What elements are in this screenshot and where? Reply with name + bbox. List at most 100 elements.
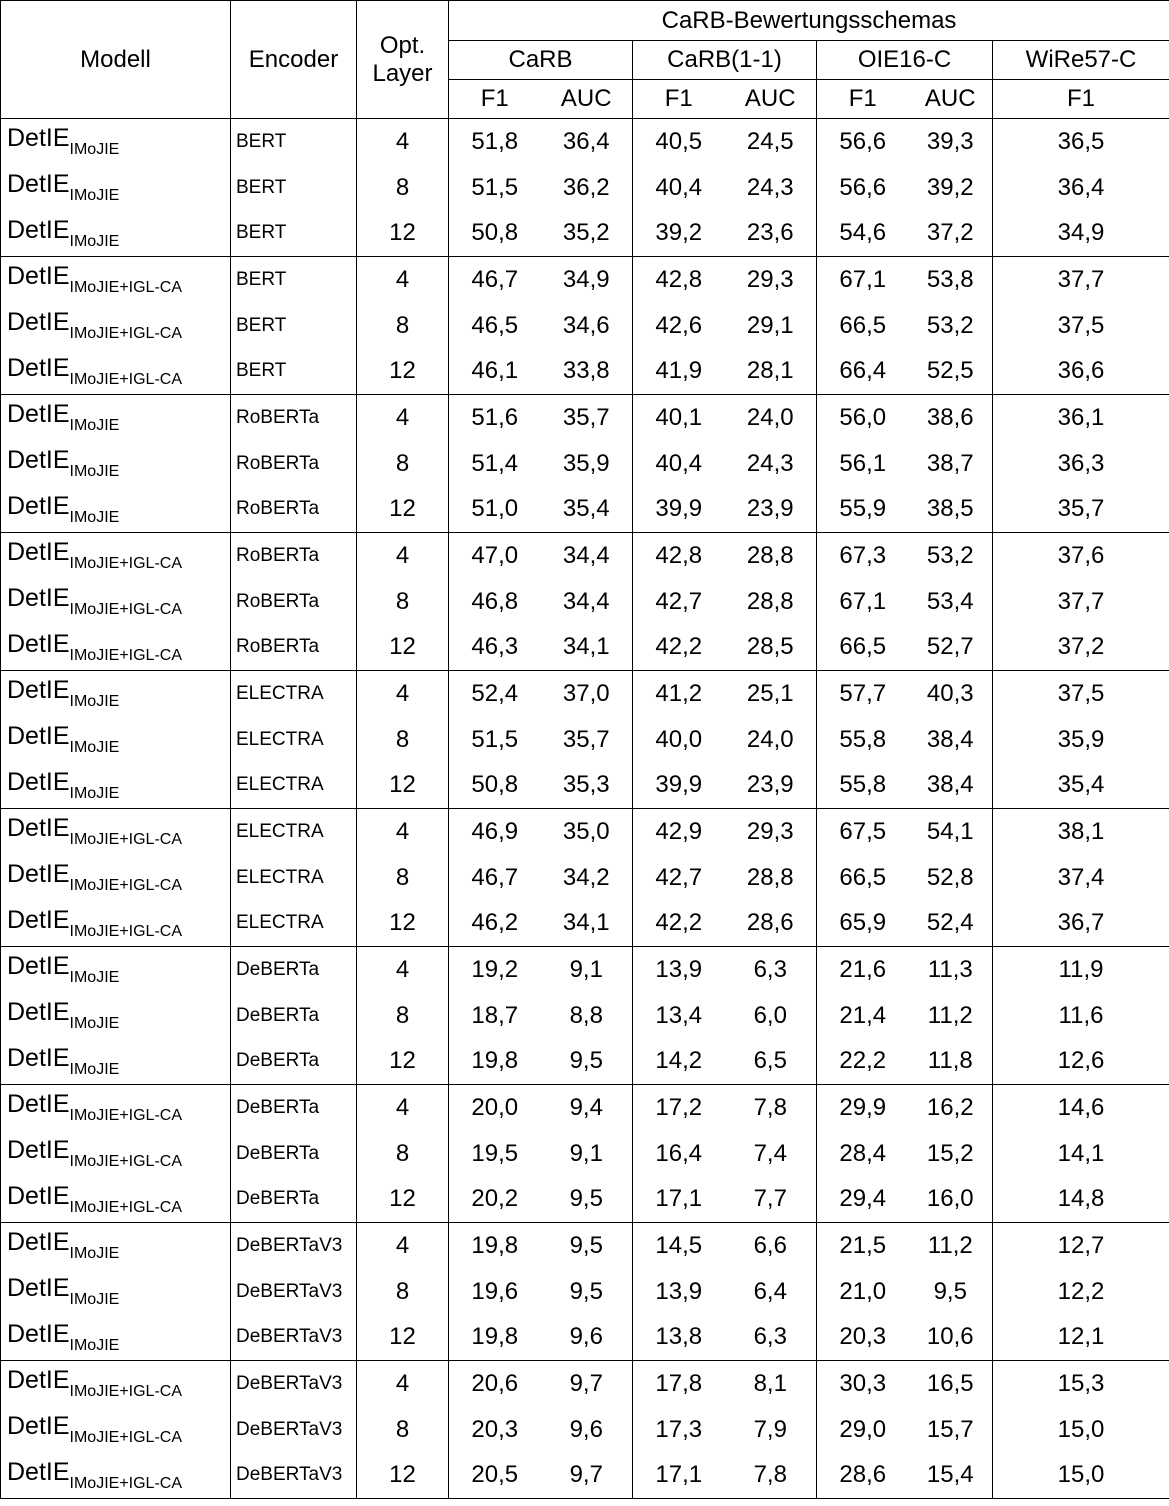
- cell-oie-auc: 16,5: [908, 1360, 993, 1407]
- cell-carb11-f1: 42,7: [655, 587, 703, 615]
- cell-carb11-f1: 42,7: [655, 863, 703, 891]
- header-model: Modell: [0, 0, 231, 119]
- model-name: DetIE: [7, 1319, 70, 1348]
- model-subscript: IMoJIE: [69, 1291, 120, 1308]
- header-oie-f1: F1: [816, 79, 909, 119]
- model-name: DetIE: [7, 676, 70, 705]
- cell-oie-auc: 38,4: [908, 716, 993, 763]
- cell-carb11-auc: 28,1: [724, 348, 817, 395]
- cell-model: DetIEIMoJIE+IGL-CA: [0, 1452, 231, 1499]
- cell-oie-auc: 52,7: [908, 624, 993, 671]
- cell-carb-auc: 36,4: [540, 118, 633, 165]
- cell-oie-f1: 29,4: [839, 1185, 887, 1213]
- table-row: DetIEIMoJIE DeBERTa 4 19,2 9,1 13,9 6,3 21,6 11,…: [0, 946, 1169, 993]
- cell-carb-f1: 20,5: [448, 1452, 541, 1499]
- cell-oie-auc: 53,2: [908, 532, 993, 579]
- cell-model: DetIEIMoJIE+IGL-CA: [0, 624, 231, 671]
- cell-carb-auc: 9,5: [540, 1038, 633, 1085]
- cell-oie-f1: 67,3: [816, 532, 909, 579]
- model-name: DetIE: [7, 1412, 70, 1440]
- cell-carb11-f1: 42,2: [655, 633, 703, 661]
- cell-carb11-f1: 17,1: [655, 1185, 703, 1213]
- model-subscript: IMoJIE: [69, 1015, 120, 1032]
- cell-encoder: DeBERTaV3: [230, 1222, 357, 1269]
- cell-opt-layer: 12: [356, 348, 449, 395]
- cell-carb-f1: 52,4: [448, 670, 541, 717]
- cell-oie-f1: 66,5: [839, 311, 887, 339]
- cell-opt-layer: 12: [356, 210, 449, 257]
- cell-carb11-auc: 7,7: [724, 1176, 817, 1223]
- cell-wire-f1: 37,6: [992, 532, 1169, 579]
- cell-model: DetIEIMoJIE: [0, 946, 231, 993]
- cell-oie-f1: 22,2: [839, 1047, 887, 1075]
- cell-oie-auc: 54,1: [908, 808, 993, 855]
- cell-model: DetIEIMoJIE+IGL-CA: [0, 1130, 231, 1177]
- cell-oie-f1: 30,3: [816, 1360, 909, 1407]
- cell-opt-layer: 8: [356, 302, 449, 349]
- header-scheme-carb11: CaRB(1-1): [632, 40, 817, 80]
- cell-carb11-f1: 14,5: [632, 1222, 725, 1269]
- cell-carb11-f1: 42,9: [632, 808, 725, 855]
- cell-opt-layer: 8: [356, 578, 449, 625]
- cell-carb-f1: 46,7: [471, 863, 519, 891]
- cell-encoder: RoBERTa: [230, 440, 357, 487]
- cell-oie-auc: 38,4: [908, 762, 993, 809]
- table-row: DetIEIMoJIE DeBERTa 12 19,8 9,5 14,2 6,5 22,2 11…: [0, 1038, 1169, 1085]
- cell-carb-auc: 34,4: [540, 578, 633, 625]
- header-encoder: Encoder: [230, 0, 357, 119]
- cell-wire-f1: 12,1: [992, 1314, 1169, 1361]
- cell-carb11-auc: 7,4: [724, 1130, 817, 1177]
- cell-oie-auc: 11,8: [908, 1038, 993, 1085]
- cell-oie-auc: 52,4: [908, 900, 993, 947]
- cell-carb11-f1: 14,2: [655, 1047, 703, 1075]
- cell-carb11-f1: 13,4: [655, 1001, 703, 1029]
- cell-carb-f1: 47,0: [448, 532, 541, 579]
- header-carb-f1: F1: [448, 79, 541, 119]
- cell-oie-f1: 21,4: [839, 1001, 887, 1029]
- cell-oie-f1: 67,1: [839, 587, 887, 615]
- model-subscript: IMoJIE+IGL-CA: [69, 1198, 183, 1216]
- model-name: DetIE: [7, 629, 70, 658]
- cell-carb-f1: 19,5: [471, 1139, 519, 1167]
- model-name: DetIE: [7, 1228, 70, 1257]
- cell-carb11-auc: 6,3: [724, 1314, 817, 1361]
- cell-carb11-f1: 40,4: [655, 449, 703, 477]
- cell-carb-auc: 9,7: [540, 1452, 633, 1499]
- cell-opt-layer: 8: [356, 716, 449, 763]
- model-subscript: IMoJIE+IGL-CA: [69, 922, 183, 940]
- cell-carb11-auc: 23,6: [724, 210, 817, 257]
- table-row: DetIEIMoJIE+IGL-CA BERT 4 46,7 34,9 42,8 29,3 6…: [0, 256, 1169, 303]
- cell-model: DetIEIMoJIE+IGL-CA: [0, 900, 231, 947]
- cell-carb-auc: 35,9: [540, 440, 633, 487]
- cell-opt-layer: 12: [356, 624, 449, 671]
- cell-oie-auc: 9,5: [908, 1268, 993, 1315]
- cell-oie-auc: 39,2: [908, 164, 993, 211]
- cell-oie-auc: 39,3: [908, 118, 993, 165]
- model-subscript: IMoJIE+IGL-CA: [69, 1429, 183, 1446]
- model-name: DetIE: [7, 952, 70, 981]
- model-subscript: IMoJIE: [69, 187, 120, 204]
- cell-wire-f1: 35,4: [992, 762, 1169, 809]
- model-name: DetIE: [7, 308, 70, 336]
- cell-carb-f1: 51,4: [471, 449, 519, 477]
- model-name: DetIE: [7, 1274, 70, 1302]
- cell-wire-f1: 37,4: [992, 854, 1169, 901]
- cell-carb11-auc: 7,8: [724, 1452, 817, 1499]
- cell-oie-f1: 29,0: [839, 1415, 887, 1443]
- cell-carb11-f1: 42,8: [632, 532, 725, 579]
- cell-carb-auc: 36,2: [540, 164, 633, 211]
- cell-carb11-f1: 42,6: [655, 311, 703, 339]
- cell-carb-auc: 34,4: [540, 532, 633, 579]
- cell-opt-layer: 8: [356, 1406, 449, 1453]
- cell-opt-layer: 8: [356, 992, 449, 1039]
- cell-carb-f1: 51,8: [448, 118, 541, 165]
- table-row: DetIEIMoJIE+IGL-CA BERT 8 46,5 34,6 42,6 29,1 6…: [0, 302, 1169, 349]
- cell-oie-f1: 67,1: [816, 256, 909, 303]
- cell-carb11-auc: 24,0: [724, 716, 817, 763]
- cell-opt-layer: 4: [356, 532, 449, 579]
- cell-carb-f1: 20,2: [471, 1185, 519, 1213]
- cell-opt-layer: 4: [356, 1084, 449, 1131]
- cell-oie-auc: 15,7: [908, 1406, 993, 1453]
- model-name: DetIE: [7, 124, 70, 153]
- table-header: Modell Encoder Opt. Layer CaRB-Bewertung…: [0, 0, 1169, 119]
